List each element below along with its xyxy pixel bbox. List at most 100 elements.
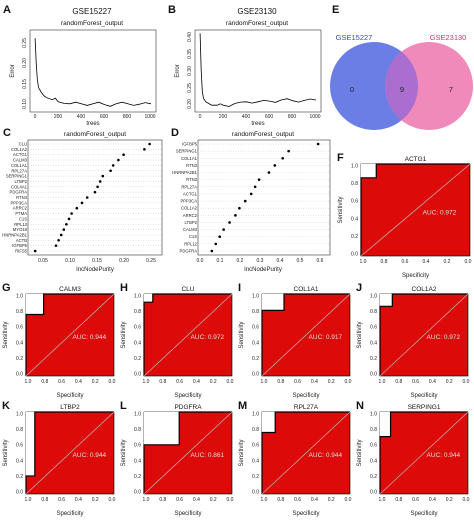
- x-tick: 0.0: [463, 497, 470, 503]
- diagonal-line: [379, 411, 469, 495]
- x-tick: 0.10: [65, 258, 75, 264]
- panel-label: I: [238, 282, 241, 294]
- data-point: [57, 239, 60, 242]
- x-tick: 0.4: [311, 497, 318, 503]
- x-tick: 1.0: [143, 497, 150, 503]
- gene-label: COL4A1: [11, 184, 28, 189]
- y-tick: 1.0: [16, 294, 23, 300]
- plot-frame: [194, 29, 322, 113]
- chart-title: RPL27A: [294, 404, 319, 411]
- y-tick: 0.6: [134, 325, 141, 331]
- x-tick: 0.05: [38, 258, 48, 264]
- y-tick: 0.8: [16, 427, 23, 433]
- panel-label: A: [3, 4, 11, 16]
- roc-curve: [143, 293, 232, 376]
- x-tick: 1.0: [25, 497, 32, 503]
- data-point: [54, 244, 58, 247]
- panel-label: H: [120, 282, 128, 294]
- x-tick: 1000: [309, 114, 320, 120]
- roc-curve: [143, 411, 232, 494]
- x-tick: 0.6: [294, 497, 301, 503]
- gene-label: ARRC2: [13, 206, 28, 211]
- gene-label: HNRNPA2B1: [172, 170, 197, 175]
- roc-curve: [379, 411, 468, 494]
- gene-label: ACTG1: [13, 152, 28, 157]
- y-axis-label: Sensitivity: [239, 439, 245, 466]
- x-tick: 0.6: [176, 497, 183, 503]
- auc-label: AUC: 0.972: [191, 334, 225, 341]
- gene-label: PDGFRA: [180, 249, 198, 254]
- y-tick: 0.8: [16, 309, 23, 315]
- data-point: [85, 196, 89, 199]
- chart-title: CLU: [181, 286, 194, 293]
- x-tick: 0.2: [237, 258, 244, 264]
- y-tick: 0.2: [252, 474, 259, 480]
- y-tick: 1.0: [134, 412, 141, 418]
- chart-subtitle: randomForest_output: [226, 20, 288, 27]
- y-tick: 0.2: [370, 356, 377, 362]
- x-tick: 0.1: [217, 258, 224, 264]
- gene-label: COL1A2: [11, 147, 28, 152]
- y-tick: 0.30: [187, 66, 193, 76]
- gene-labels: CLUCOL1A2ACTG1CALM3COL1A1RPL27ASERPING1L…: [2, 142, 27, 254]
- gene-label: RPL12: [184, 241, 197, 246]
- data-point: [101, 174, 105, 178]
- y-tick: 0.25: [22, 38, 28, 48]
- auc-label: AUC: 0.861: [191, 452, 225, 459]
- x-tick: 0.0: [345, 379, 352, 385]
- data-point: [281, 156, 285, 160]
- x-tick: 0.20: [119, 258, 129, 264]
- data-point: [80, 201, 84, 205]
- panel-label: F: [337, 152, 344, 164]
- panel-label: K: [2, 400, 10, 412]
- data-point: [238, 206, 241, 210]
- gene-label: PPP3CA: [10, 200, 27, 205]
- y-tick: 0.8: [370, 309, 377, 315]
- auc-label: AUC: 0.944: [427, 452, 461, 459]
- y-tick: 0.4: [370, 340, 377, 346]
- gene-label: PTMA: [15, 211, 27, 216]
- x-tick: 600: [265, 114, 274, 120]
- diagonal-line: [25, 293, 115, 377]
- y-tick: 0.8: [370, 427, 377, 433]
- diagonal-line: [261, 293, 351, 377]
- x-tick: 1.0: [360, 259, 367, 265]
- data-point: [143, 148, 146, 151]
- roc-panel-actg1: F ACTG1 AUC: 0.972 1.0 0.8 0.6 0.4 0.2 0.0 0.0 0.2…: [337, 152, 472, 279]
- x-tick: 0.0: [465, 259, 472, 265]
- gene-label: COL1A1: [181, 156, 198, 161]
- y-tick: 0.8: [134, 427, 141, 433]
- y-tick: 0.4: [351, 216, 358, 222]
- x-tick: 0.25: [146, 258, 156, 264]
- x-tick: 0.8: [395, 379, 402, 385]
- x-tick: 0.8: [381, 259, 388, 265]
- y-tick: 0.2: [351, 234, 358, 240]
- data-point: [98, 180, 102, 183]
- panel-label: C: [3, 128, 11, 139]
- data-point: [109, 169, 112, 173]
- roc-panel-rpl27a: M RPL27A AUC: 0.944 1.0 0.8 0.6 0.4 0.2 0.0 0.0 0.…: [238, 400, 352, 517]
- x-tick: 0.6: [294, 379, 301, 385]
- gene-label: CALM3: [13, 158, 28, 163]
- x-tick: 0.4: [429, 379, 436, 385]
- x-axis-label: IncNodePurity: [76, 267, 114, 273]
- data-point: [111, 164, 115, 167]
- gene-label: SERPING1: [6, 174, 28, 179]
- y-tick: 0.6: [370, 443, 377, 449]
- y-tick: 0.35: [187, 49, 193, 59]
- x-tick: 800: [288, 114, 297, 120]
- x-tick: 0.6: [402, 259, 409, 265]
- y-tick: 0.8: [252, 309, 259, 315]
- gene-label: ARRC2: [183, 213, 198, 218]
- y-tick: 0.6: [252, 443, 259, 449]
- x-tick: 0.5: [297, 258, 304, 264]
- x-tick: 0.0: [463, 379, 470, 385]
- y-tick: 0.0: [252, 372, 259, 378]
- y-tick: 0.6: [351, 199, 358, 205]
- y-tick: 0.0: [16, 372, 23, 378]
- data-point: [222, 228, 225, 231]
- y-axis-label: Sensitivity: [121, 321, 127, 348]
- gene-label: IGFBP5: [12, 243, 28, 248]
- y-tick: 0.8: [134, 309, 141, 315]
- data-point: [93, 190, 97, 194]
